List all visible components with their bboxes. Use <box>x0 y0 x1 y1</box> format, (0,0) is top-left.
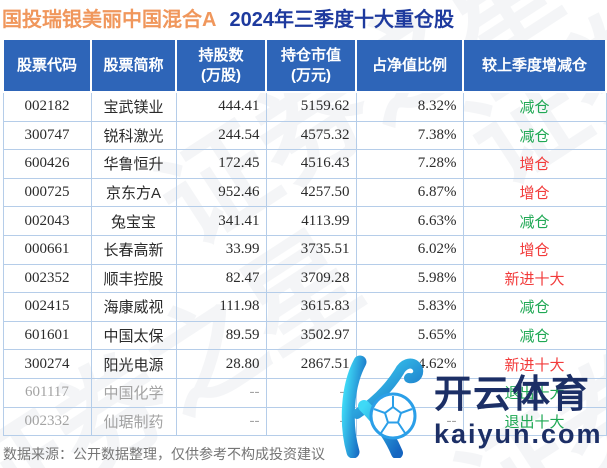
table-row: 300747 锐科激光 244.54 4575.32 7.38% 减仓 <box>2 120 607 151</box>
stock-code-cell: 002043 <box>2 206 92 236</box>
position-change-cell: 新进十大 <box>462 263 607 294</box>
table-row: 601601 中国太保 89.59 3502.97 5.65% 减仓 <box>2 320 607 351</box>
stock-name-cell: 中国太保 <box>90 320 177 351</box>
shares-held-cell: 244.54 <box>175 120 267 151</box>
stock-name-cell: 京东方A <box>90 177 177 208</box>
position-change-cell: 增仓 <box>462 177 607 208</box>
table-row: 002415 海康威视 111.98 3615.83 5.83% 减仓 <box>2 292 607 322</box>
header-shares-held: 持股数 (万股) <box>175 40 267 93</box>
stock-name-cell: 锐科激光 <box>90 120 177 151</box>
position-change-cell: 退出十大 <box>462 406 607 437</box>
report-title: 2024年三季度十大重仓股 <box>229 9 454 31</box>
market-value-cell: 3709.28 <box>265 263 357 294</box>
market-value-cell: 3615.83 <box>265 292 357 322</box>
shares-held-cell: 444.41 <box>175 91 267 122</box>
market-value-cell: 3502.97 <box>265 320 357 351</box>
shares-held-cell: 952.46 <box>175 177 267 208</box>
stock-name-cell: 顺丰控股 <box>90 263 177 294</box>
kaiyun-watermark: 开云体育 kaiyun.com <box>330 350 603 458</box>
table-row: 002043 兔宝宝 341.41 4113.99 6.63% 减仓 <box>2 206 607 236</box>
table-row: 600426 华鲁恒升 172.45 4516.43 7.28% 增仓 <box>2 149 607 179</box>
shares-held-cell: 28.80 <box>175 349 267 379</box>
market-value-cell: 3735.51 <box>265 234 357 265</box>
kaiyun-brand-block: 开云体育 kaiyun.com <box>434 350 603 448</box>
stock-code-cell: 002352 <box>2 263 92 294</box>
stock-name-cell: 华鲁恒升 <box>90 149 177 179</box>
shares-held-cell: 33.99 <box>175 234 267 265</box>
header-row: 股票代码 股票简称 持股数 (万股) 持仓市值 (万元) 占净值比例 较上季度增减仓 <box>2 40 607 93</box>
kaiyun-domain-text: kaiyun.com <box>434 419 603 449</box>
position-change-cell: 减仓 <box>462 206 607 236</box>
stock-code-cell: 000661 <box>2 234 92 265</box>
position-change-cell: 减仓 <box>462 91 607 122</box>
shares-held-cell: 172.45 <box>175 149 267 179</box>
header-market-value: 持仓市值 (万元) <box>265 40 357 93</box>
position-change-cell: 减仓 <box>462 292 607 322</box>
stock-code-cell: 601117 <box>2 377 92 408</box>
fund-name: 国投瑞银美丽中国混合A <box>2 9 217 31</box>
football-icon <box>369 392 417 440</box>
data-source-note: 数据来源：公开数据整理，仅供参考不构成投资建议 <box>3 446 325 462</box>
market-value-cell: 5159.62 <box>265 91 357 122</box>
table-row: 000725 京东方A 952.46 4257.50 6.87% 增仓 <box>2 177 607 208</box>
net-value-pct-cell: 8.32% <box>355 91 464 122</box>
net-value-pct-cell: 6.02% <box>355 234 464 265</box>
table-row: 000661 长春高新 33.99 3735.51 6.02% 增仓 <box>2 234 607 265</box>
stock-code-cell: 002182 <box>2 91 92 122</box>
stock-name-cell: 中国化学 <box>90 377 177 408</box>
net-value-pct-cell: 7.28% <box>355 149 464 179</box>
shares-held-cell: -- <box>175 406 267 437</box>
stock-code-cell: 300274 <box>2 349 92 379</box>
position-change-cell: 减仓 <box>462 120 607 151</box>
position-change-cell: 增仓 <box>462 149 607 179</box>
market-value-cell: 4113.99 <box>265 206 357 236</box>
market-value-cell: -- <box>265 406 357 437</box>
stock-name-cell: 阳光电源 <box>90 349 177 379</box>
stock-code-cell: 002415 <box>2 292 92 322</box>
stock-code-cell: 000725 <box>2 177 92 208</box>
table-row: 300274 阳光电源 28.80 2867.51 4.62% 新进十大 <box>2 349 607 379</box>
holdings-table: 股票代码 股票简称 持股数 (万股) 持仓市值 (万元) 占净值比例 较上季度增减仓… <box>2 40 607 437</box>
stock-code-cell: 601601 <box>2 320 92 351</box>
kaiyun-brand-text: 开云体育 <box>434 374 591 416</box>
page-title: 国投瑞银美丽中国混合A 2024年三季度十大重仓股 <box>2 3 454 32</box>
header-net-value-pct: 占净值比例 <box>355 40 464 93</box>
stock-name-cell: 兔宝宝 <box>90 206 177 236</box>
stock-code-cell: 002332 <box>2 406 92 437</box>
header-stock-name: 股票简称 <box>90 40 177 93</box>
net-value-pct-cell: 6.87% <box>355 177 464 208</box>
header-position-change: 较上季度增减仓 <box>462 40 607 93</box>
position-change-cell: 增仓 <box>462 234 607 265</box>
market-value-cell: 4516.43 <box>265 149 357 179</box>
shares-held-cell: 111.98 <box>175 292 267 322</box>
shares-held-cell: 89.59 <box>175 320 267 351</box>
shares-held-cell: 341.41 <box>175 206 267 236</box>
table-row: 002182 宝武镁业 444.41 5159.62 8.32% 减仓 <box>2 91 607 122</box>
kaiyun-k-logo <box>341 355 424 458</box>
net-value-pct-cell: 7.38% <box>355 120 464 151</box>
net-value-pct-cell: 5.83% <box>355 292 464 322</box>
market-value-cell: 2867.51 <box>265 349 357 379</box>
table-row: 002332 仙琚制药 -- -- -- 退出十大 <box>2 406 607 437</box>
net-value-pct-cell: 6.63% <box>355 206 464 236</box>
stock-name-cell: 长春高新 <box>90 234 177 265</box>
shares-held-cell: -- <box>175 377 267 408</box>
stock-code-cell: 300747 <box>2 120 92 151</box>
shares-held-cell: 82.47 <box>175 263 267 294</box>
header-stock-code: 股票代码 <box>2 40 92 93</box>
stock-name-cell: 海康威视 <box>90 292 177 322</box>
stock-name-cell: 仙琚制药 <box>90 406 177 437</box>
net-value-pct-cell: 5.98% <box>355 263 464 294</box>
market-value-cell: 4257.50 <box>265 177 357 208</box>
market-value-cell: 4575.32 <box>265 120 357 151</box>
net-value-pct-cell: 5.65% <box>355 320 464 351</box>
table-row: 002352 顺丰控股 82.47 3709.28 5.98% 新进十大 <box>2 263 607 294</box>
holdings-body: 002182 宝武镁业 444.41 5159.62 8.32% 减仓 300747 锐科激光… <box>2 91 607 437</box>
stock-code-cell: 600426 <box>2 149 92 179</box>
position-change-cell: 减仓 <box>462 320 607 351</box>
stock-name-cell: 宝武镁业 <box>90 91 177 122</box>
